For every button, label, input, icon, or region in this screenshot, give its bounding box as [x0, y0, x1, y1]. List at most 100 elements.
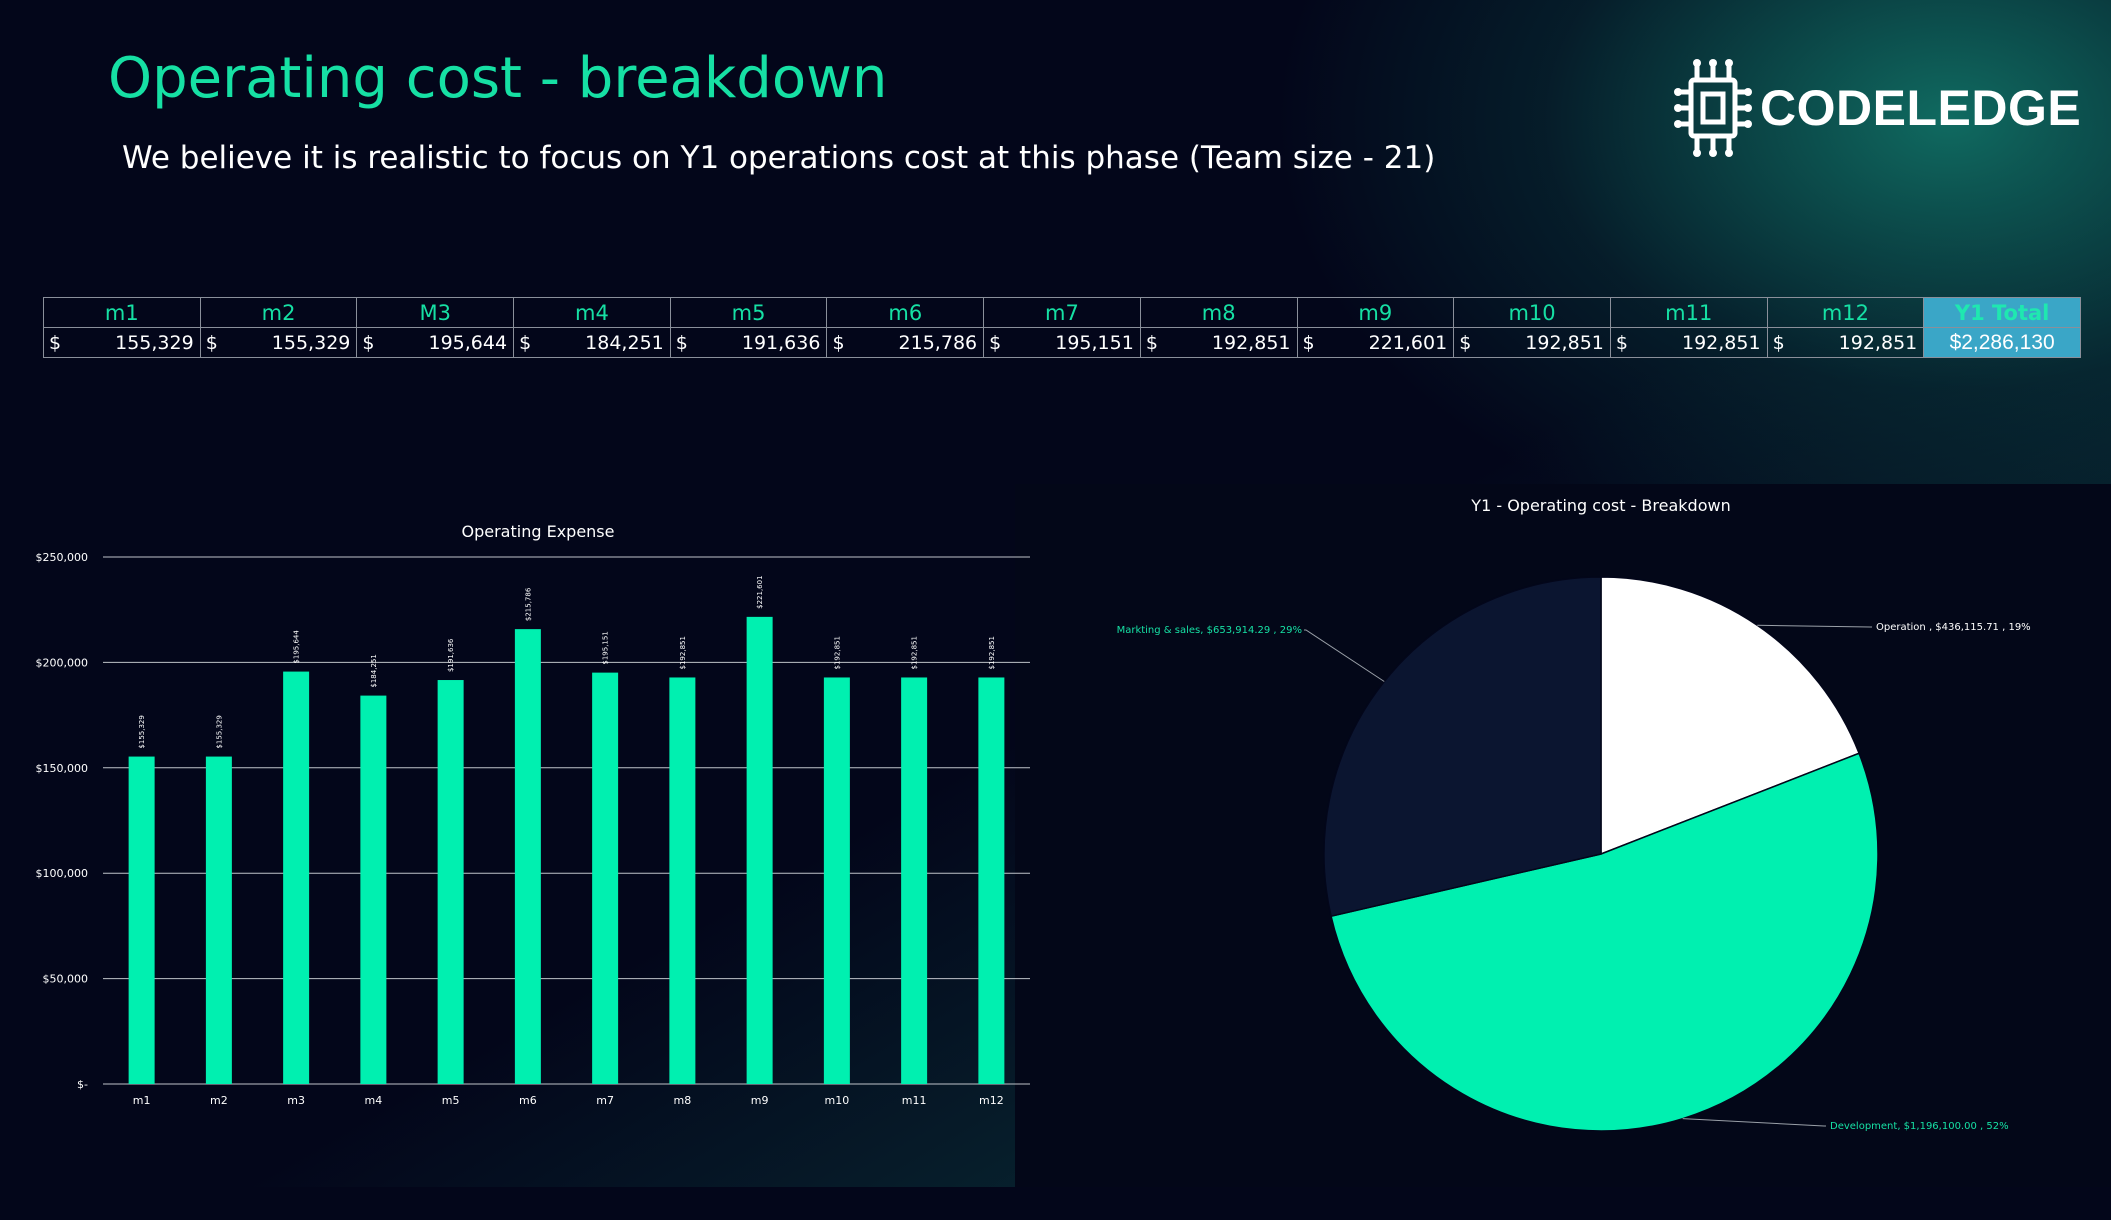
currency-symbol: $ [1459, 331, 1472, 354]
x-tick-label: m12 [979, 1094, 1004, 1107]
month-cost-cell: $192,851 [1766, 327, 1925, 358]
leader-line [1757, 624, 1872, 628]
month-cost-cell: $215,786 [826, 327, 985, 358]
page-subtitle: We believe it is realistic to focus on Y… [122, 140, 1436, 176]
bar-data-label: $192,851 [833, 636, 841, 669]
bar-data-label: $215,786 [524, 587, 532, 621]
pie-slice [1323, 576, 1602, 918]
month-header: m1 [43, 297, 201, 328]
cost-value: 192,851 [1525, 331, 1604, 354]
month-cost-cell: $155,329 [43, 327, 201, 358]
month-header: m10 [1453, 297, 1611, 328]
month-header: m9 [1296, 297, 1455, 328]
currency-symbol: $ [1145, 331, 1158, 354]
cost-value: 195,644 [428, 331, 508, 354]
bar [128, 756, 155, 1084]
month-header: m4 [513, 297, 671, 328]
month-cost-cell: $195,644 [356, 327, 515, 358]
pie-chart-title: Y1 - Operating cost - Breakdown [1470, 496, 1730, 515]
month-header: m2 [199, 297, 358, 328]
cost-value: 195,151 [1055, 331, 1134, 354]
x-tick-label: m2 [210, 1094, 228, 1107]
bar-data-label: $184,251 [370, 654, 378, 687]
x-tick-label: m1 [133, 1094, 151, 1107]
bar [669, 677, 696, 1084]
pie-slice-label: Operation , $436,115.71 , 19% [1876, 622, 2031, 633]
month-cost-cell: $195,151 [983, 327, 1141, 358]
bar-data-label: $192,851 [911, 636, 919, 669]
month-header: m12 [1766, 297, 1925, 328]
bar [901, 677, 928, 1084]
bar-data-label: $155,329 [215, 715, 223, 748]
logo: CODELEDGE [1674, 58, 2082, 158]
x-tick-label: m4 [365, 1094, 383, 1107]
bar-data-label: $192,851 [988, 636, 996, 669]
currency-symbol: $ [519, 331, 532, 354]
page-title: Operating cost - breakdown [108, 46, 888, 111]
x-tick-label: m10 [825, 1094, 850, 1107]
currency-symbol: $ [205, 331, 218, 354]
month-cost-cell: $221,601 [1296, 327, 1455, 358]
x-tick-label: m6 [519, 1094, 537, 1107]
month-header: m5 [669, 297, 828, 328]
bar [746, 616, 773, 1084]
bar [360, 695, 387, 1084]
bar-data-label: $155,329 [138, 715, 146, 748]
pie-slice-label: Development, $1,196,100.00 , 52% [1830, 1121, 2009, 1132]
operating-cost-pie-chart: Y1 - Operating cost - Breakdown Operation… [1117, 496, 2031, 1132]
currency-symbol: $ [1615, 331, 1628, 354]
bar-chart-title: Operating Expense [462, 522, 615, 541]
currency-symbol: $ [989, 331, 1002, 354]
y-tick-label: $200,000 [36, 656, 89, 669]
currency-symbol: $ [362, 331, 375, 354]
month-cost-cell: $192,851 [1609, 327, 1768, 358]
cost-value: 192,851 [1211, 331, 1291, 354]
leader-line [1682, 1118, 1826, 1127]
pie-slice-label: Markting & sales, $653,914.29 , 29% [1117, 625, 1302, 636]
total-value: $2,286,130 [1923, 327, 2081, 358]
x-tick-label: m8 [674, 1094, 692, 1107]
currency-symbol: $ [675, 331, 688, 354]
x-tick-label: m9 [751, 1094, 769, 1107]
bar-data-label: $195,151 [602, 631, 610, 664]
table-header-row: m1 m2 M3 m4 m5 m6 m7 m8 m9 m10 m11 m12 Y1 Total [43, 297, 2081, 328]
cost-value: 192,851 [1681, 331, 1761, 354]
cost-value: 155,329 [115, 331, 194, 354]
y-tick-label: $250,000 [36, 551, 89, 564]
bar [437, 680, 464, 1084]
bar [592, 672, 619, 1084]
bar [514, 629, 541, 1084]
currency-symbol: $ [1772, 331, 1785, 354]
y-tick-label: $150,000 [36, 762, 89, 775]
bar [283, 671, 310, 1084]
x-tick-label: m5 [442, 1094, 460, 1107]
pie-slice [1330, 752, 1879, 1132]
month-header: M3 [356, 297, 515, 328]
cost-value: 184,251 [585, 331, 664, 354]
cost-value: 192,851 [1838, 331, 1918, 354]
x-tick-label: m3 [287, 1094, 305, 1107]
month-header: m7 [983, 297, 1141, 328]
bar [205, 756, 232, 1084]
logo-text: CODELEDGE [1760, 80, 2082, 136]
cost-value: 215,786 [898, 331, 978, 354]
y-tick-label: $100,000 [36, 867, 89, 880]
currency-symbol: $ [1302, 331, 1315, 354]
bar-data-label: $221,601 [756, 575, 764, 608]
cost-value: 191,636 [741, 331, 821, 354]
x-tick-label: m11 [902, 1094, 927, 1107]
currency-symbol: $ [832, 331, 845, 354]
monthly-cost-table: m1 m2 M3 m4 m5 m6 m7 m8 m9 m10 m11 m12 Y1 Total $155… [43, 297, 2081, 358]
operating-expense-bar-chart: Operating Expense $- $50,000 $100,000 $150,0… [36, 522, 1030, 1107]
month-header: m6 [826, 297, 985, 328]
bar-data-label: $195,644 [293, 630, 301, 664]
total-header: Y1 Total [1923, 297, 2081, 328]
leader-line [1304, 629, 1385, 682]
month-cost-cell: $192,851 [1453, 327, 1611, 358]
month-header: m8 [1139, 297, 1298, 328]
month-cost-cell: $155,329 [199, 327, 358, 358]
bar-data-label: $191,636 [447, 638, 455, 672]
table-row: $155,329 $155,329 $195,644 $184,251 $191,636… [43, 327, 2081, 358]
chip-icon [1674, 59, 1752, 157]
month-header: m11 [1609, 297, 1768, 328]
